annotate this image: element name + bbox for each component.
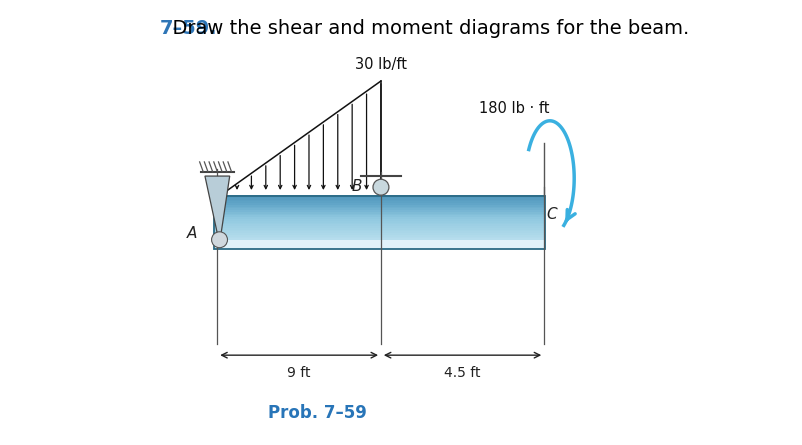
Bar [214, 195, 545, 198]
Bar [214, 247, 545, 249]
Bar [214, 220, 545, 222]
Bar [214, 225, 545, 228]
Text: 9 ft: 9 ft [287, 366, 311, 380]
Bar [214, 202, 545, 205]
Text: Draw the shear and moment diagrams for the beam.: Draw the shear and moment diagrams for t… [160, 19, 689, 38]
Bar [214, 232, 545, 235]
Circle shape [212, 232, 228, 248]
Bar [214, 207, 545, 210]
Bar [214, 227, 545, 230]
Bar [214, 239, 545, 242]
Polygon shape [205, 176, 229, 244]
Text: B: B [352, 179, 363, 194]
Text: C: C [546, 206, 557, 222]
Bar [214, 223, 545, 226]
Bar [214, 206, 545, 208]
Text: Prob. 7–59: Prob. 7–59 [269, 404, 367, 421]
Bar [214, 229, 545, 231]
Bar [214, 204, 545, 206]
Bar [214, 209, 545, 212]
Bar [214, 222, 545, 224]
Bar [214, 214, 545, 217]
Bar [214, 234, 545, 237]
Bar [214, 231, 545, 233]
Bar [214, 196, 545, 249]
Bar [214, 198, 545, 201]
Text: 4.5 ft: 4.5 ft [444, 366, 480, 380]
Bar [214, 211, 545, 214]
Bar [214, 245, 545, 247]
Bar [214, 236, 545, 239]
Bar [214, 243, 545, 246]
Bar [214, 213, 545, 215]
Bar [214, 200, 545, 203]
Text: A: A [187, 226, 196, 241]
Text: 180 lb · ft: 180 lb · ft [479, 101, 549, 116]
Text: 7–59.: 7–59. [160, 19, 217, 38]
Bar [214, 218, 545, 221]
Bar [214, 241, 545, 244]
Circle shape [373, 179, 389, 195]
Bar [214, 216, 545, 219]
Bar [214, 197, 545, 199]
Text: 30 lb/ft: 30 lb/ft [355, 57, 407, 72]
Bar [214, 238, 545, 240]
